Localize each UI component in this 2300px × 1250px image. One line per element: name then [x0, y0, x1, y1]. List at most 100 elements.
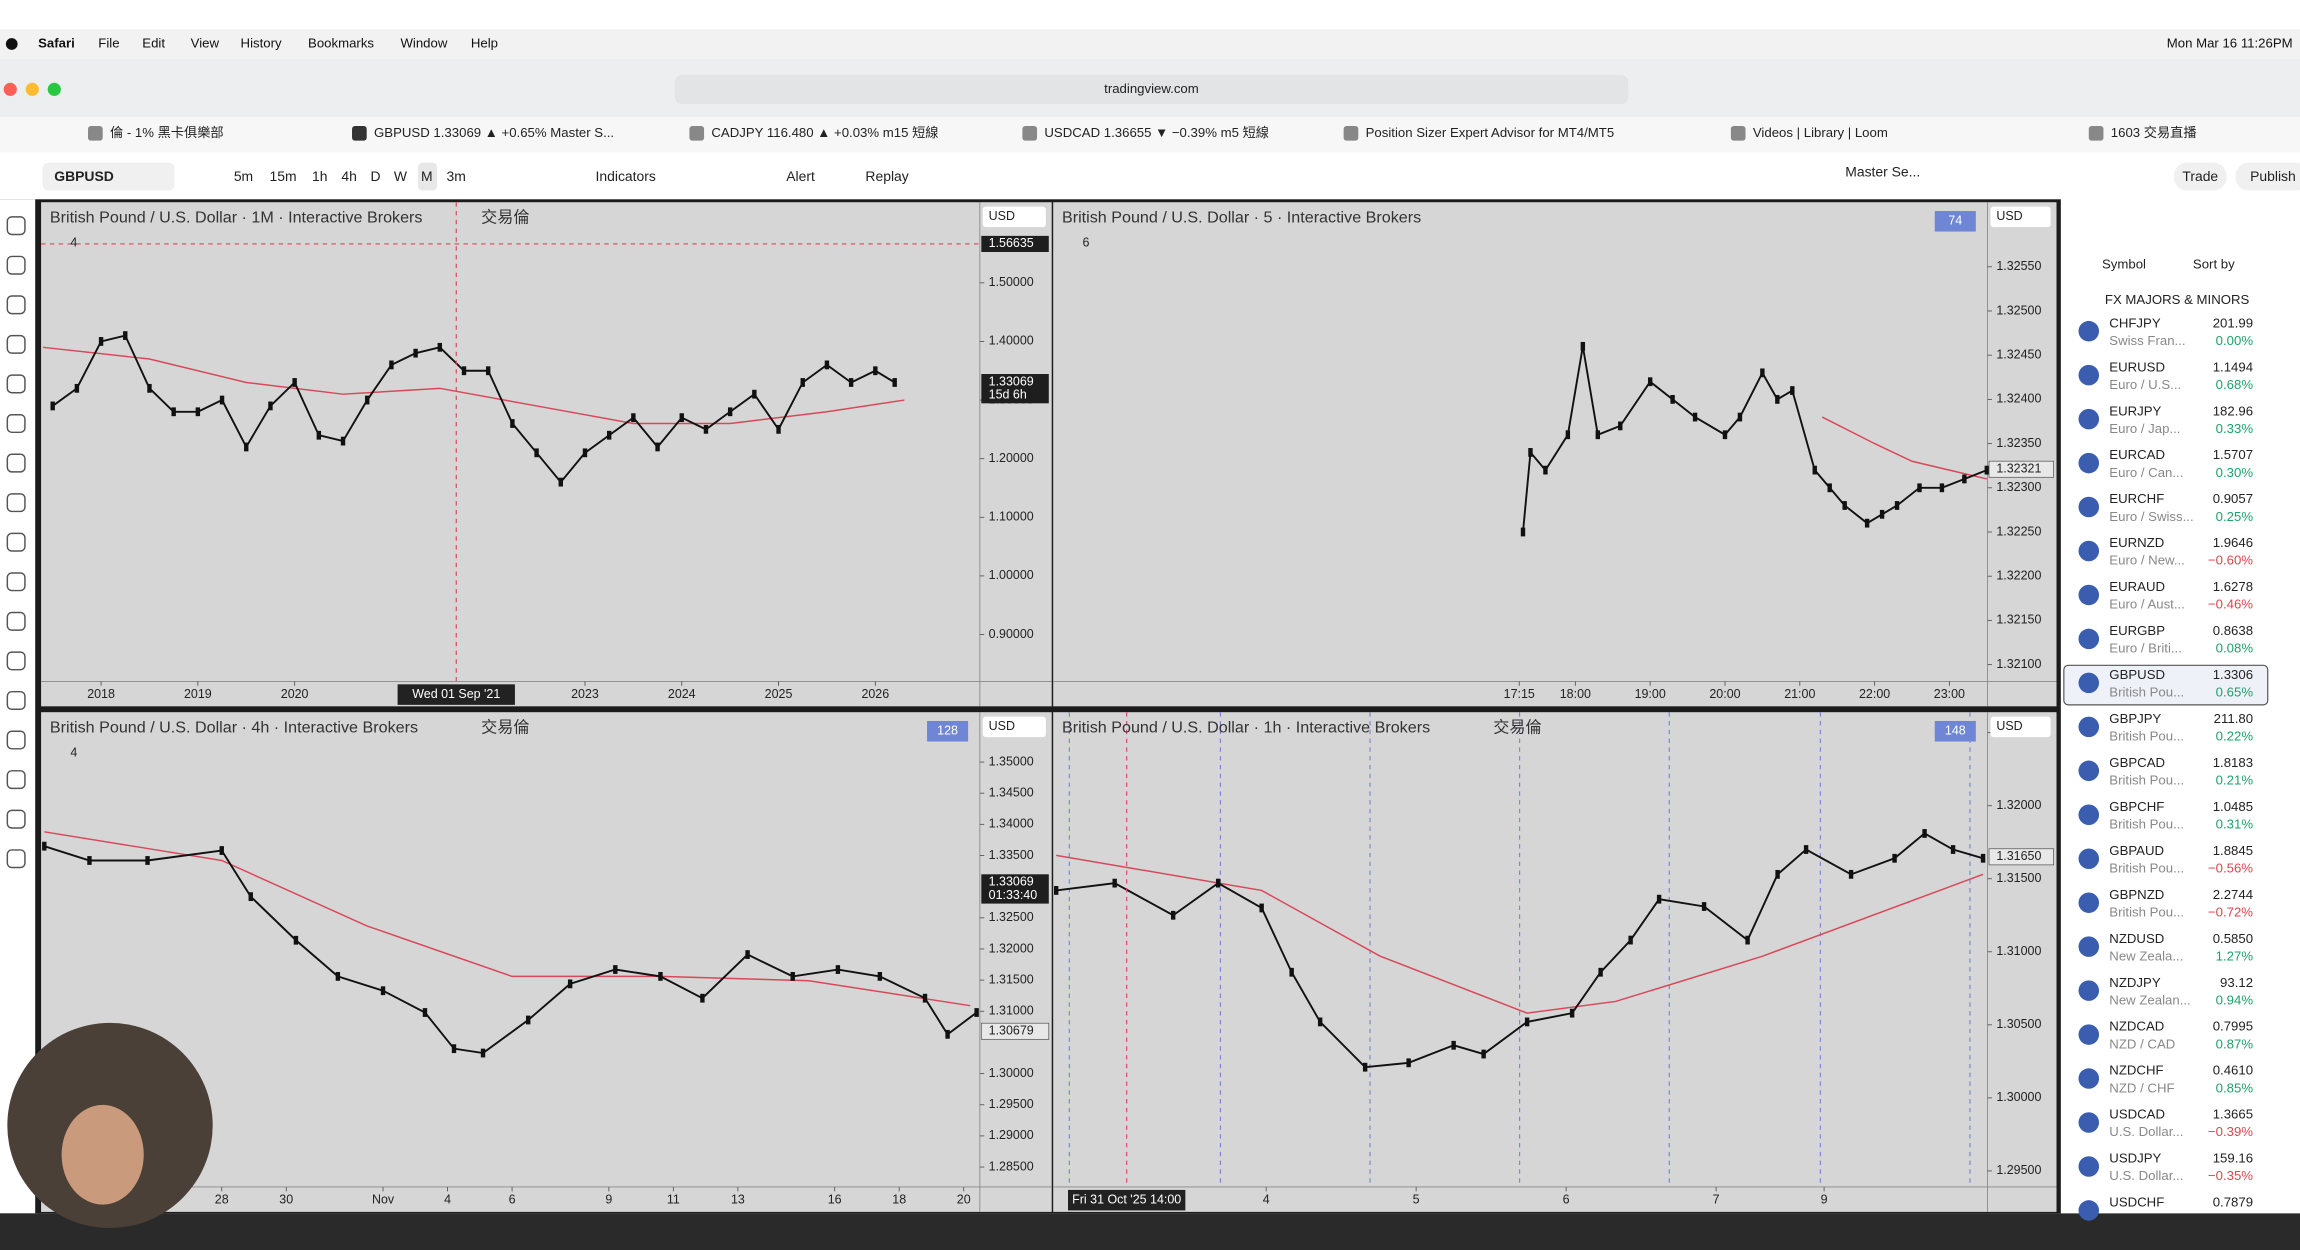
watchlist-price[interactable]: 1.8845: [2213, 843, 2253, 858]
watchlist-symbol[interactable]: NZDUSD: [2109, 931, 2164, 946]
watchlist-symbol[interactable]: GBPCAD: [2109, 755, 2165, 770]
watchlist-symbol[interactable]: EURNZD: [2109, 535, 2164, 550]
watchlist-change[interactable]: 0.65%: [2216, 685, 2254, 700]
watchlist-change[interactable]: −0.46%: [2208, 597, 2253, 612]
interval-selected[interactable]: [418, 162, 438, 191]
tool-icon[interactable]: [6, 493, 26, 513]
tab-icon[interactable]: [88, 126, 103, 141]
flag-icon[interactable]: [2078, 628, 2100, 650]
symbol[interactable]: GBPUSD: [54, 168, 114, 184]
indicator-count[interactable]: 6: [1083, 236, 1090, 250]
tool-icon[interactable]: [6, 413, 26, 434]
flag-icon[interactable]: [2078, 540, 2100, 562]
watchlist-desc[interactable]: NZD / CHF: [2109, 1080, 2174, 1095]
flag-icon[interactable]: [2078, 584, 2100, 606]
flag-icon[interactable]: [2078, 408, 2100, 430]
watchlist-change[interactable]: 0.30%: [2216, 465, 2254, 480]
watchlist-price[interactable]: 159.16: [2213, 1151, 2253, 1166]
tab[interactable]: GBPUSD 1.33069 ▲ +0.65% Master S...: [374, 125, 614, 140]
watchlist-symbol[interactable]: USDCHF: [2109, 1195, 2164, 1210]
tool-icon[interactable]: [6, 255, 26, 275]
chart-pane[interactable]: [1053, 202, 1988, 682]
watchlist-price[interactable]: 1.0485: [2213, 799, 2253, 814]
watchlist-symbol[interactable]: GBPCHF: [2109, 799, 2164, 814]
indicator-count[interactable]: 4: [70, 236, 77, 250]
watchlist-symbol[interactable]: EURGBP: [2109, 623, 2165, 638]
watchlist-desc[interactable]: British Pou...: [2109, 685, 2184, 700]
watchlist-change[interactable]: 0.94%: [2216, 992, 2254, 1007]
menu-item[interactable]: Edit: [142, 35, 165, 50]
tool-icon[interactable]: [6, 770, 26, 790]
watchlist-change[interactable]: −0.35%: [2208, 1168, 2253, 1183]
flag-icon[interactable]: [2078, 1112, 2100, 1133]
currency-box[interactable]: [1990, 716, 2051, 738]
interval[interactable]: 15m: [270, 168, 297, 184]
tool-icon[interactable]: [6, 809, 26, 829]
watchlist-desc[interactable]: British Pou...: [2109, 817, 2184, 832]
watchlist-change[interactable]: 0.08%: [2216, 641, 2254, 656]
watchlist-desc[interactable]: New Zealan...: [2109, 992, 2190, 1007]
watchlist-desc[interactable]: British Pou...: [2109, 860, 2184, 875]
watchlist-change[interactable]: 0.31%: [2216, 817, 2254, 832]
watchlist-change[interactable]: −0.39%: [2208, 1124, 2253, 1139]
watchlist-symbol[interactable]: NZDJPY: [2109, 975, 2161, 990]
watchlist-symbol[interactable]: EURAUD: [2109, 579, 2165, 594]
watchlist-symbol[interactable]: EURJPY: [2109, 403, 2161, 418]
indicators-button[interactable]: Indicators: [596, 168, 656, 184]
watchlist-desc[interactable]: Euro / U.S...: [2109, 377, 2181, 392]
badge[interactable]: 74: [1948, 214, 1962, 228]
watchlist-change[interactable]: 0.87%: [2216, 1036, 2254, 1051]
watchlist-price[interactable]: 1.1494: [2213, 359, 2253, 374]
watchlist-symbol[interactable]: USDCAD: [2109, 1107, 2165, 1122]
tab-icon[interactable]: [352, 126, 367, 141]
tool-icon[interactable]: [6, 730, 26, 750]
tab[interactable]: USDCAD 1.36655 ▼ −0.39% m5 短線: [1044, 125, 1269, 140]
watchlist-column[interactable]: Symbol: [2102, 257, 2146, 272]
flag-icon[interactable]: [2078, 672, 2100, 694]
watchlist-price[interactable]: 93.12: [2220, 975, 2253, 990]
tab-icon[interactable]: [1730, 126, 1746, 141]
currency[interactable]: USD: [989, 209, 1015, 223]
flag-icon[interactable]: [2078, 980, 2100, 1001]
menu-item[interactable]: History: [241, 35, 282, 50]
flag-icon[interactable]: [2078, 1156, 2100, 1177]
watchlist-price[interactable]: 0.4610: [2213, 1063, 2253, 1078]
interval[interactable]: 1h: [312, 168, 327, 184]
watchlist-desc[interactable]: Euro / Briti...: [2109, 641, 2182, 656]
watchlist-symbol[interactable]: GBPNZD: [2109, 887, 2164, 902]
tool-icon[interactable]: [6, 295, 26, 315]
watchlist-symbol[interactable]: CHFJPY: [2109, 315, 2161, 330]
flag-icon[interactable]: [2078, 364, 2100, 386]
interval[interactable]: M: [421, 168, 433, 184]
tool-icon[interactable]: [6, 690, 26, 710]
menu-item[interactable]: Bookmarks: [308, 35, 374, 50]
tool-icon[interactable]: [6, 651, 26, 671]
watchlist-desc[interactable]: British Pou...: [2109, 904, 2184, 919]
tab[interactable]: CADJPY 116.480 ▲ +0.03% m15 短線: [711, 125, 938, 140]
tool-icon[interactable]: [6, 216, 26, 236]
watchlist-desc[interactable]: Euro / Aust...: [2109, 597, 2185, 612]
watchlist-change[interactable]: 0.00%: [2216, 333, 2254, 348]
watchlist-symbol[interactable]: EURCHF: [2109, 491, 2164, 506]
menu-item[interactable]: View: [191, 35, 220, 50]
tab[interactable]: Videos | Library | Loom: [1753, 125, 1888, 140]
badge[interactable]: 148: [1945, 724, 1966, 738]
trade-bg[interactable]: [2173, 162, 2227, 191]
watchlist-desc[interactable]: U.S. Dollar...: [2109, 1124, 2183, 1139]
watchlist-desc[interactable]: New Zeala...: [2109, 948, 2183, 963]
watchlist-price[interactable]: 201.99: [2213, 315, 2253, 330]
badge-box[interactable]: [1934, 720, 1976, 742]
currency[interactable]: USD: [1996, 209, 2022, 223]
watchlist-price[interactable]: 1.9646: [2213, 535, 2253, 550]
layout-name[interactable]: Master Se...: [1845, 164, 1920, 180]
chart-pane[interactable]: [41, 202, 980, 682]
watchlist-price[interactable]: 1.6278: [2213, 579, 2253, 594]
publish-bg[interactable]: [2235, 162, 2300, 191]
interval[interactable]: 5m: [234, 168, 253, 184]
watchlist-change[interactable]: 0.85%: [2216, 1080, 2254, 1095]
watchlist-desc[interactable]: Swiss Fran...: [2109, 333, 2185, 348]
watchlist-change[interactable]: 1.27%: [2216, 948, 2254, 963]
menu-app[interactable]: Safari: [38, 35, 75, 50]
watchlist-price[interactable]: 182.96: [2213, 403, 2253, 418]
watchlist-price[interactable]: 0.8638: [2213, 623, 2253, 638]
